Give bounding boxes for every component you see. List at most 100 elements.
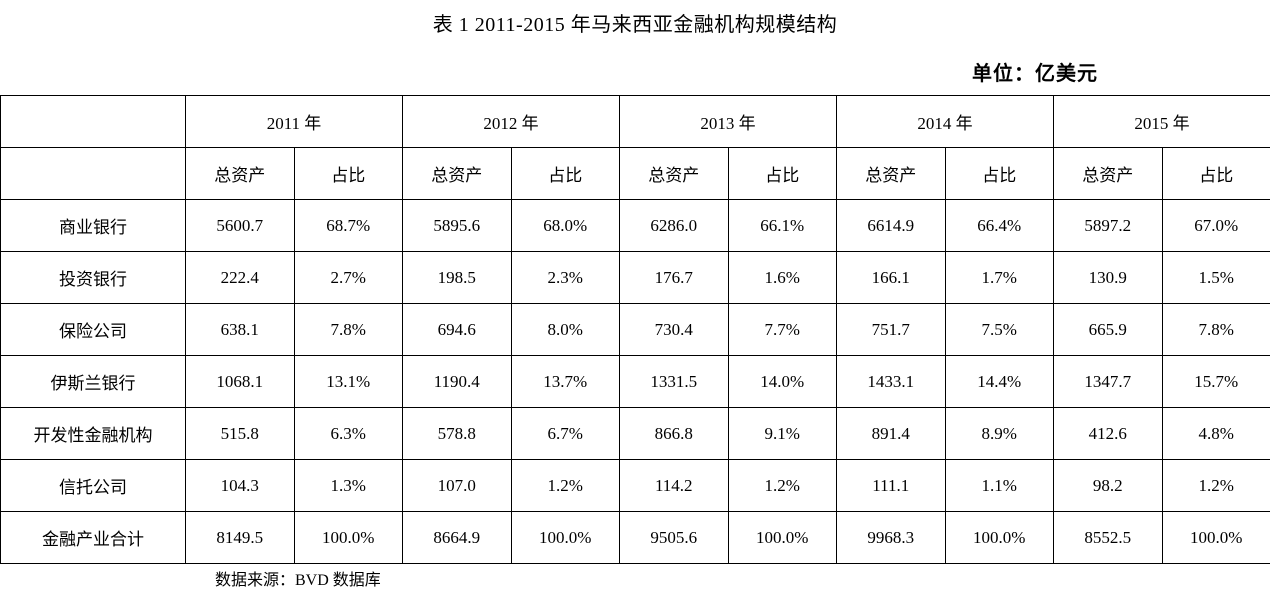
year-header-row: 2011 年 2012 年 2013 年 2014 年 2015 年 — [0, 95, 1270, 148]
table-row: 信托公司 104.3 1.3% 107.0 1.2% 114.2 1.2% 111.1 1.1%… — [0, 459, 1270, 512]
data-cell: 13.7% — [510, 355, 620, 408]
data-cell: 68.7% — [293, 199, 403, 252]
table-body: 商业银行 5600.7 68.7% 5895.6 68.0% 6286.0 66.1% 661… — [0, 199, 1270, 564]
data-cell: 68.0% — [510, 199, 620, 252]
data-cell: 8149.5 — [185, 511, 295, 564]
data-cell: 6.7% — [510, 407, 620, 460]
data-cell: 1331.5 — [619, 355, 729, 408]
table-row: 伊斯兰银行 1068.1 13.1% 1190.4 13.7% 1331.5 14.0% 14… — [0, 355, 1270, 408]
data-cell: 8552.5 — [1053, 511, 1163, 564]
subheader-cell: 总资产 — [619, 147, 729, 200]
data-cell: 8.9% — [944, 407, 1054, 460]
data-cell: 6286.0 — [619, 199, 729, 252]
data-cell: 8664.9 — [402, 511, 512, 564]
data-cell: 100.0% — [727, 511, 837, 564]
table-row: 投资银行 222.4 2.7% 198.5 2.3% 176.7 1.6% 166.1 1.7%… — [0, 251, 1270, 304]
data-cell: 1068.1 — [185, 355, 295, 408]
row-label-cell: 伊斯兰银行 — [0, 355, 186, 408]
data-cell: 412.6 — [1053, 407, 1163, 460]
subheader-cell: 占比 — [293, 147, 403, 200]
subheader-cell: 总资产 — [1053, 147, 1163, 200]
data-cell: 751.7 — [836, 303, 946, 356]
data-cell: 866.8 — [619, 407, 729, 460]
subheader-cell: 占比 — [727, 147, 837, 200]
data-cell: 8.0% — [510, 303, 620, 356]
data-cell: 166.1 — [836, 251, 946, 304]
data-cell: 7.5% — [944, 303, 1054, 356]
data-cell: 1433.1 — [836, 355, 946, 408]
data-cell: 7.7% — [727, 303, 837, 356]
data-cell: 638.1 — [185, 303, 295, 356]
data-cell: 694.6 — [402, 303, 512, 356]
table-title: 表 1 2011-2015 年马来西亚金融机构规模结构 — [432, 14, 838, 36]
data-cell: 1.2% — [1161, 459, 1270, 512]
data-cell: 100.0% — [944, 511, 1054, 564]
year-header-cell: 2015 年 — [1053, 95, 1270, 148]
table-header: 2011 年 2012 年 2013 年 2014 年 2015 年总资产 占比 总资产 占比… — [0, 95, 1270, 200]
data-cell: 111.1 — [836, 459, 946, 512]
year-header-cell: 2011 年 — [185, 95, 403, 148]
data-cell: 891.4 — [836, 407, 946, 460]
data-cell: 100.0% — [293, 511, 403, 564]
data-cell: 1190.4 — [402, 355, 512, 408]
data-cell: 14.0% — [727, 355, 837, 408]
subheader-cell: 总资产 — [836, 147, 946, 200]
data-cell: 98.2 — [1053, 459, 1163, 512]
year-header-cell: 2012 年 — [402, 95, 620, 148]
corner-cell — [0, 147, 186, 200]
data-cell: 130.9 — [1053, 251, 1163, 304]
data-cell: 578.8 — [402, 407, 512, 460]
table-row: 保险公司 638.1 7.8% 694.6 8.0% 730.4 7.7% 751.7 7.5%… — [0, 303, 1270, 356]
data-cell: 100.0% — [1161, 511, 1270, 564]
data-cell: 66.1% — [727, 199, 837, 252]
data-cell: 104.3 — [185, 459, 295, 512]
data-cell: 5897.2 — [1053, 199, 1163, 252]
data-cell: 2.7% — [293, 251, 403, 304]
data-cell: 4.8% — [1161, 407, 1270, 460]
data-cell: 515.8 — [185, 407, 295, 460]
data-cell: 176.7 — [619, 251, 729, 304]
data-cell: 114.2 — [619, 459, 729, 512]
data-cell: 107.0 — [402, 459, 512, 512]
data-cell: 66.4% — [944, 199, 1054, 252]
data-cell: 100.0% — [510, 511, 620, 564]
subheader-row: 总资产 占比 总资产 占比 总资产 占比 总资产 占比 总资产 占比 — [0, 147, 1270, 200]
row-label-cell: 保险公司 — [0, 303, 186, 356]
table-row: 开发性金融机构 515.8 6.3% 578.8 6.7% 866.8 9.1% 891.4 8… — [0, 407, 1270, 460]
data-cell: 7.8% — [293, 303, 403, 356]
data-cell: 665.9 — [1053, 303, 1163, 356]
subheader-cell: 占比 — [510, 147, 620, 200]
data-cell: 1.2% — [510, 459, 620, 512]
subheader-cell: 总资产 — [402, 147, 512, 200]
data-cell: 9968.3 — [836, 511, 946, 564]
data-cell: 1.3% — [293, 459, 403, 512]
data-cell: 6614.9 — [836, 199, 946, 252]
row-label-cell: 开发性金融机构 — [0, 407, 186, 460]
data-cell: 2.3% — [510, 251, 620, 304]
financial-structure-table: 2011 年 2012 年 2013 年 2014 年 2015 年总资产 占比 总资产 占比… — [0, 95, 1270, 564]
data-cell: 1.6% — [727, 251, 837, 304]
year-header-cell: 2014 年 — [836, 95, 1054, 148]
subheader-cell: 占比 — [1161, 147, 1270, 200]
data-cell: 1.2% — [727, 459, 837, 512]
unit-label: 单位：亿美元 — [972, 63, 1098, 85]
data-cell: 1.5% — [1161, 251, 1270, 304]
data-cell: 13.1% — [293, 355, 403, 408]
data-cell: 6.3% — [293, 407, 403, 460]
corner-cell — [0, 95, 186, 148]
table-row: 商业银行 5600.7 68.7% 5895.6 68.0% 6286.0 66.1% 661… — [0, 199, 1270, 252]
row-label-cell: 商业银行 — [0, 199, 186, 252]
data-cell: 1.1% — [944, 459, 1054, 512]
row-label-cell: 金融产业合计 — [0, 511, 186, 564]
row-label-cell: 投资银行 — [0, 251, 186, 304]
data-cell: 9.1% — [727, 407, 837, 460]
row-label-cell: 信托公司 — [0, 459, 186, 512]
data-cell: 222.4 — [185, 251, 295, 304]
data-cell: 1.7% — [944, 251, 1054, 304]
data-cell: 7.8% — [1161, 303, 1270, 356]
table-row: 金融产业合计 8149.5 100.0% 8664.9 100.0% 9505.6 100.… — [0, 511, 1270, 564]
data-cell: 1347.7 — [1053, 355, 1163, 408]
data-cell: 15.7% — [1161, 355, 1270, 408]
data-cell: 198.5 — [402, 251, 512, 304]
subheader-cell: 总资产 — [185, 147, 295, 200]
